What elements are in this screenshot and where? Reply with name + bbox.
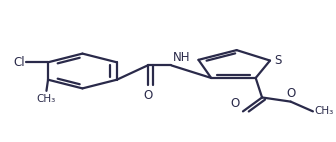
- Text: CH₃: CH₃: [37, 94, 56, 104]
- Text: O: O: [143, 89, 152, 102]
- Text: O: O: [286, 87, 295, 100]
- Text: CH₃: CH₃: [314, 106, 334, 116]
- Text: O: O: [230, 97, 240, 110]
- Text: NH: NH: [173, 51, 191, 64]
- Text: S: S: [274, 54, 281, 67]
- Text: Cl: Cl: [13, 56, 25, 69]
